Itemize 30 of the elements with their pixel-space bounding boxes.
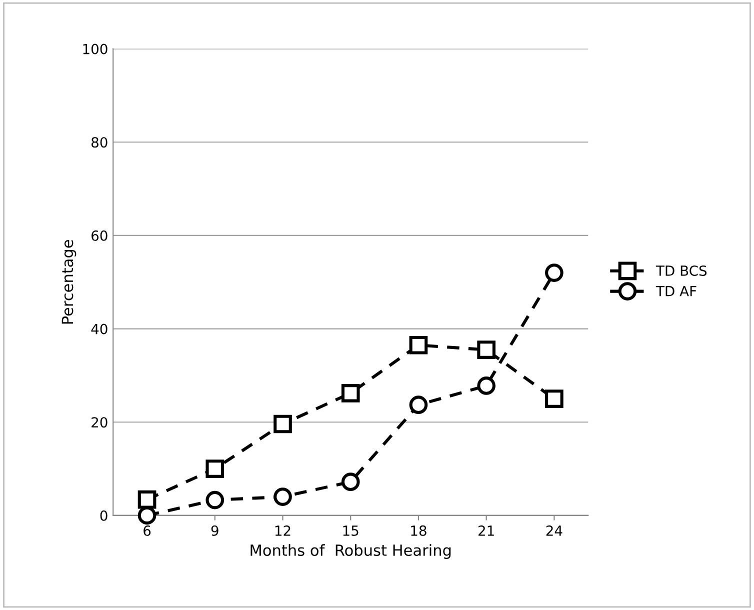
legend-label: TD BCS: [656, 265, 707, 276]
y-tick-label: 0: [100, 510, 108, 521]
point: [206, 490, 224, 510]
point: [138, 490, 156, 509]
legend-label: TD AF: [656, 286, 696, 296]
x-tick-label: 21: [478, 525, 494, 536]
x-tick-label: 12: [275, 525, 290, 536]
point: [341, 384, 360, 402]
x-axis-title: Months of Robust Hearing: [250, 544, 451, 559]
point: [274, 414, 292, 434]
y-tick-label: 100: [83, 44, 108, 54]
point: [545, 264, 564, 282]
x-tick-label: 15: [343, 526, 358, 536]
point: [545, 390, 564, 408]
x-tick-label: 9: [211, 525, 218, 536]
y-tick-label: 60: [92, 230, 108, 241]
y-tick-label: 80: [92, 137, 108, 148]
y-tick-label: 20: [92, 417, 108, 428]
y-axis-title: Percentage: [62, 240, 76, 324]
point: [409, 396, 428, 414]
point: [206, 460, 224, 478]
x-tick-label: 18: [411, 525, 426, 536]
point: [409, 336, 428, 354]
x-tick-label: 24: [546, 525, 562, 536]
point: [274, 488, 292, 506]
y-tick-label: 40: [91, 324, 108, 334]
x-tick-label: 6: [144, 525, 151, 536]
point: [477, 340, 496, 359]
point: [341, 472, 360, 492]
point: [477, 376, 496, 395]
